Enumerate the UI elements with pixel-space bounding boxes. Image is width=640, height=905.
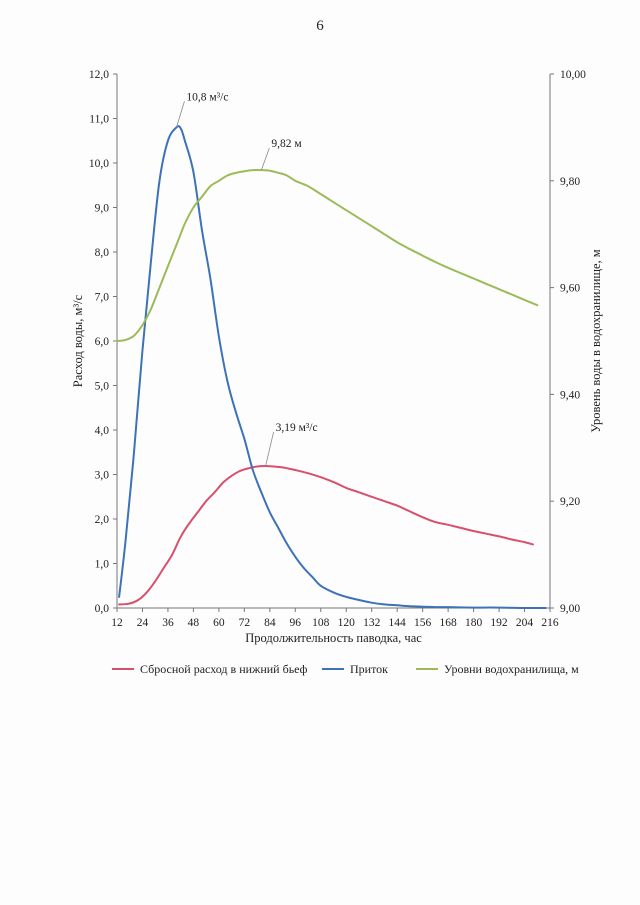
x-tick-label: 72 [239,617,251,629]
left-tick-label: 1,0 [95,559,110,571]
annotations: 10,8 м³/с 9,82 м 3,19 м³/с [176,91,318,467]
left-tick-label: 0,0 [95,603,110,615]
left-tick-label: 9,0 [95,203,110,215]
right-tick-label: 9,60 [560,283,580,295]
x-tick-label: 48 [188,617,200,629]
x-tick-label: 180 [465,617,483,629]
x-tick-label: 168 [439,617,457,629]
right-tick-label: 9,80 [560,176,580,188]
x-axis-title: Продолжительность паводка, час [245,631,422,645]
inflow-line [118,125,547,610]
right-tick-label: 9,40 [560,389,580,401]
discharge-line [118,465,534,606]
data-label: 9,82 м [271,138,302,150]
left-axis-title: Расход воды, м³/с [71,294,85,387]
axes: 0,0 1,0 2,0 3,0 4,0 5,0 6,0 7,0 8,0 9,0 10,0 11,0 12… [71,69,603,645]
left-tick-label: 3,0 [95,470,110,482]
x-tick-label: 192 [490,617,508,629]
reservoir-level-line [116,168,539,342]
legend: Сбросной расход в нижний бьеф Приток Уровн… [112,662,579,676]
x-tick-label: 60 [213,617,225,629]
left-tick-label: 6,0 [95,336,110,348]
x-tick-label: 36 [162,617,174,629]
left-tick-label: 2,0 [95,514,110,526]
x-tick-label: 108 [312,617,330,629]
right-tick-label: 9,20 [560,496,580,508]
right-tick-label: 10,00 [560,69,586,81]
data-label: 10,8 м³/с [186,91,228,103]
legend-label: Приток [350,662,388,676]
x-tick-label: 144 [389,617,407,629]
x-tick-label: 12 [111,617,123,629]
left-tick-label: 8,0 [95,247,110,259]
x-tick-label: 132 [363,617,381,629]
right-axis-title: Уровень воды в водохранилище, м [589,249,603,433]
x-tick-label: 216 [541,617,559,629]
annotation-leader [176,101,185,128]
x-tick-label: 156 [414,617,432,629]
annotation-leader [265,431,274,467]
x-tick-label: 96 [290,617,302,629]
annotation-leader [260,147,270,171]
left-tick-label: 7,0 [95,292,110,304]
left-tick-label: 12,0 [89,69,109,81]
x-tick-label: 204 [516,617,534,629]
left-tick-label: 4,0 [95,425,110,437]
x-tick-label: 84 [264,617,276,629]
page-number: 6 [316,18,324,34]
legend-label: Уровни водохранилища, м [444,662,579,676]
x-tick-label: 24 [137,617,149,629]
x-tick-label: 120 [338,617,356,629]
left-tick-label: 11,0 [89,114,109,126]
legend-label: Сбросной расход в нижний бьеф [140,662,308,676]
data-label: 3,19 м³/с [276,422,318,434]
right-tick-label: 9,00 [560,603,580,615]
left-tick-label: 10,0 [89,158,109,170]
series-lines [116,125,547,610]
left-tick-label: 5,0 [95,381,110,393]
